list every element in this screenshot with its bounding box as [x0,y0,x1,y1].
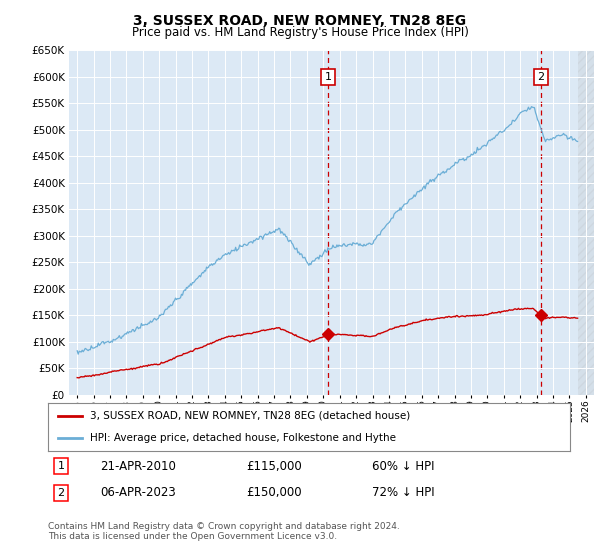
Text: 3, SUSSEX ROAD, NEW ROMNEY, TN28 8EG: 3, SUSSEX ROAD, NEW ROMNEY, TN28 8EG [133,14,467,28]
Text: £115,000: £115,000 [247,460,302,473]
Text: 06-APR-2023: 06-APR-2023 [100,486,176,499]
Text: £150,000: £150,000 [247,486,302,499]
Text: 72% ↓ HPI: 72% ↓ HPI [371,486,434,499]
Text: Contains HM Land Registry data © Crown copyright and database right 2024.
This d: Contains HM Land Registry data © Crown c… [48,522,400,542]
Text: 2: 2 [538,72,545,82]
Text: 60% ↓ HPI: 60% ↓ HPI [371,460,434,473]
Bar [578,50,594,395]
Text: 1: 1 [58,461,65,471]
Text: 21-APR-2010: 21-APR-2010 [100,460,176,473]
Text: 2: 2 [58,488,65,498]
Text: 1: 1 [325,72,332,82]
Text: Price paid vs. HM Land Registry's House Price Index (HPI): Price paid vs. HM Land Registry's House … [131,26,469,39]
Text: 3, SUSSEX ROAD, NEW ROMNEY, TN28 8EG (detached house): 3, SUSSEX ROAD, NEW ROMNEY, TN28 8EG (de… [90,410,410,421]
Text: HPI: Average price, detached house, Folkestone and Hythe: HPI: Average price, detached house, Folk… [90,433,396,444]
